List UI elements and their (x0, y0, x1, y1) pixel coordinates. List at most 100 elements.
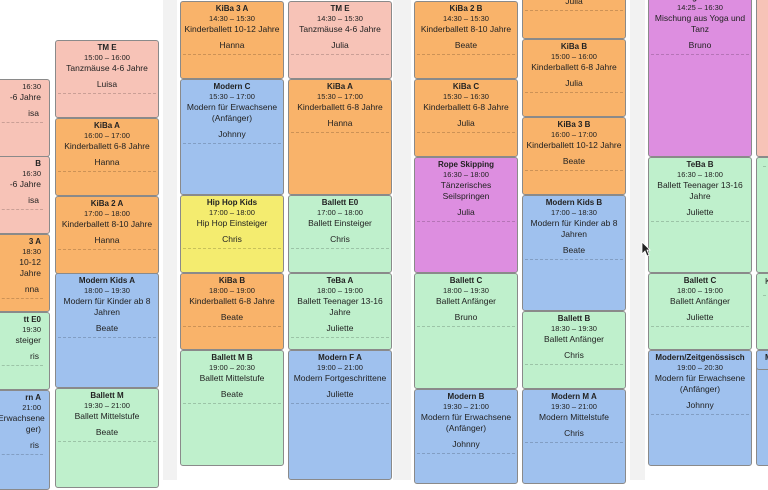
course-trainer: Chris (183, 234, 281, 249)
course-time: 15:30 – 16:30 (443, 92, 489, 101)
course-title: Modern F A (318, 353, 362, 362)
course-title: KiBa 2 B (449, 4, 483, 13)
course-card[interactable]: Ballett M B 19:00 – 20:30 Ballett Mittelst… (180, 350, 284, 466)
course-title: KiBa B (218, 276, 246, 285)
course-time: 18:00 – 19:30 (443, 286, 489, 295)
course-card[interactable]: Julia (522, 0, 626, 39)
course-title: Rope Skipping (438, 160, 494, 169)
course-card[interactable]: TeBa B 16:30 – 18:00 Ballett Teenager 13-1… (648, 157, 752, 273)
course-trainer: Hanna (291, 118, 389, 133)
course-description: Kinderballett 6-8 Jahre (189, 296, 275, 306)
course-title: KiBa 2 A (90, 199, 124, 208)
course-card[interactable]: Ballett C 18:00 – 19:00 Ballett Anfänger Ju… (648, 273, 752, 350)
course-card[interactable]: TM E 15:00 – 16:00 Tanzmäuse 4-6 Jahre Luis… (55, 40, 159, 118)
course-card[interactable]: M (756, 350, 768, 370)
course-trainer: Bruno (651, 40, 749, 55)
course-card[interactable]: Modern/Zeitgenössisch 19:00 – 20:30 Modern… (648, 350, 752, 466)
course-time: 15:00 – 16:00 (84, 53, 130, 62)
course-title: Yogatanz (649, 0, 751, 3)
mouse-cursor-icon (641, 241, 651, 257)
course-card[interactable]: B 16:30 -6 Jahre isa (0, 156, 50, 234)
course-trainer: Chris (525, 428, 623, 443)
course-title: Modern/Zeitgenössisch (655, 353, 745, 362)
course-card[interactable]: Ballett E0 17:00 – 18:00 Ballett Einsteige… (288, 195, 392, 273)
course-card[interactable]: Ballett M 19:30 – 21:00 Ballett Mittelstuf… (55, 388, 159, 488)
course-card[interactable]: Hip Hop Kids 17:00 – 18:00 Hip Hop Einstei… (180, 195, 284, 273)
course-card[interactable]: Ballett B 18:30 – 19:30 Ballett Anfänger Ch… (522, 311, 626, 389)
course-card[interactable]: KiBa 2 A 17:00 – 18:00 Kinderballett 8-10 … (55, 196, 159, 274)
course-title: TeBa B (686, 160, 714, 169)
course-card[interactable]: KiBa 3 A 14:30 – 15:30 Kinderballett 10-12… (180, 1, 284, 79)
course-time: 16:30 (22, 169, 41, 178)
course-card[interactable]: Modern Kids B 17:00 – 18:30 Modern für Kin… (522, 195, 626, 311)
course-card[interactable]: KiBa 3 B 16:00 – 17:00 Kinderballett 10-12… (522, 117, 626, 195)
course-description: Ballett Anfänger (543, 334, 604, 344)
course-card[interactable]: Modern B 19:30 – 21:00 Modern für Erwachse… (414, 389, 518, 484)
course-time: 17:00 – 18:00 (317, 208, 363, 217)
course-title: M (761, 353, 768, 363)
course-card[interactable]: K (756, 273, 768, 350)
course-description: Kinderballett 10-12 Jahre (184, 24, 280, 34)
course-description: -6 Jahre (9, 179, 41, 189)
course-trainer: Johnny (417, 439, 515, 454)
course-title: KiBa B (560, 42, 588, 51)
course-description: Modern für Kinder ab 8 Jahren (63, 296, 151, 317)
course-trainer: Juliette (291, 323, 389, 338)
course-trainer: Juliette (291, 389, 389, 404)
course-card[interactable]: Ballett C 18:00 – 19:30 Ballett Anfänger Br… (414, 273, 518, 389)
course-card[interactable]: Modern M A 19:30 – 21:00 Modern Mittelstuf… (522, 389, 626, 484)
course-description: K (761, 276, 768, 287)
course-title: Modern B (447, 392, 485, 401)
course-description: Kinderballett 10-12 Jahre (526, 140, 622, 150)
course-card[interactable] (756, 0, 768, 157)
course-time: 17:00 – 18:00 (84, 209, 130, 218)
course-trainer: Hanna (183, 40, 281, 55)
course-card[interactable]: tt E0 19:30 steiger ris (0, 312, 50, 390)
course-card[interactable]: rn A 21:00 Erwachsene ger) ris (0, 390, 50, 490)
course-trainer: isa (0, 195, 43, 210)
course-description: Ballett Mittelstufe (74, 411, 140, 421)
course-trainer: Beate (58, 427, 156, 442)
course-trainer: Beate (58, 323, 156, 338)
course-card[interactable]: Modern C 15:30 – 17:00 Modern für Erwachse… (180, 79, 284, 195)
course-title: Modern M A (551, 392, 597, 401)
course-trainer: Chris (525, 350, 623, 365)
course-title: Ballett E0 (321, 198, 359, 207)
day-separator (393, 0, 411, 480)
course-description: Ballett Einsteiger (308, 218, 372, 228)
course-trainer: Beate (417, 40, 515, 55)
course-card[interactable]: TeBa A 18:00 – 19:00 Ballett Teenager 13-1… (288, 273, 392, 350)
course-description: Modern für Erwachsene (Anfänger) (654, 373, 746, 394)
course-trainer: Bruno (417, 312, 515, 327)
course-card[interactable]: KiBa B 15:00 – 16:00 Kinderballett 6-8 Jah… (522, 39, 626, 117)
course-card[interactable]: Modern F A 19:00 – 21:00 Modern Fortgeschr… (288, 350, 392, 480)
course-trainer: Juliette (651, 312, 749, 327)
course-card[interactable]: 3 A 18:30 10-12 Jahre nna (0, 234, 50, 312)
course-description: Tänzerisches Seilspringen (440, 180, 492, 201)
course-title: Modern Kids A (78, 276, 136, 285)
course-card[interactable]: KiBa A 15:30 – 17:00 Kinderballett 6-8 Jah… (288, 79, 392, 195)
course-trainer: Julia (525, 0, 623, 11)
course-time: 19:30 – 21:00 (551, 402, 597, 411)
course-time: 17:00 – 18:30 (551, 208, 597, 217)
course-card[interactable]: Modern Kids A 18:00 – 19:30 Modern für Kin… (55, 273, 159, 388)
course-description: Kinderballett 6-8 Jahre (531, 62, 617, 72)
course-card[interactable]: KiBa C 15:30 – 16:30 Kinderballett 6-8 Jah… (414, 79, 518, 157)
course-card[interactable]: TM E 14:30 – 15:30 Tanzmäuse 4-6 Jahre Juli… (288, 1, 392, 79)
course-card[interactable]: KiBa A 16:00 – 17:00 Kinderballett 6-8 Jah… (55, 118, 159, 196)
course-card[interactable]: KiBa 2 B 14:30 – 15:30 Kinderballett 8-10 … (414, 1, 518, 79)
course-card[interactable]: KiBa B 18:00 – 19:00 Kinderballett 6-8 Jah… (180, 273, 284, 350)
course-card[interactable]: 16:30 -6 Jahre isa (0, 79, 50, 157)
course-time: 16:00 – 17:00 (84, 131, 130, 140)
course-card[interactable]: Rope Skipping 16:30 – 18:00 Tänzerisches S… (414, 157, 518, 273)
course-card[interactable] (756, 157, 768, 273)
course-title: KiBa 3 A (215, 4, 249, 13)
course-time: 16:00 – 17:00 (551, 130, 597, 139)
course-trainer: Johnny (651, 400, 749, 415)
course-trainer: Beate (183, 312, 281, 327)
course-title: Ballett M B (211, 353, 253, 362)
course-trainer: Luisa (58, 79, 156, 94)
course-trainer: Johnny (183, 129, 281, 144)
course-description: Tanzmäuse 4-6 Jahre (66, 63, 148, 73)
